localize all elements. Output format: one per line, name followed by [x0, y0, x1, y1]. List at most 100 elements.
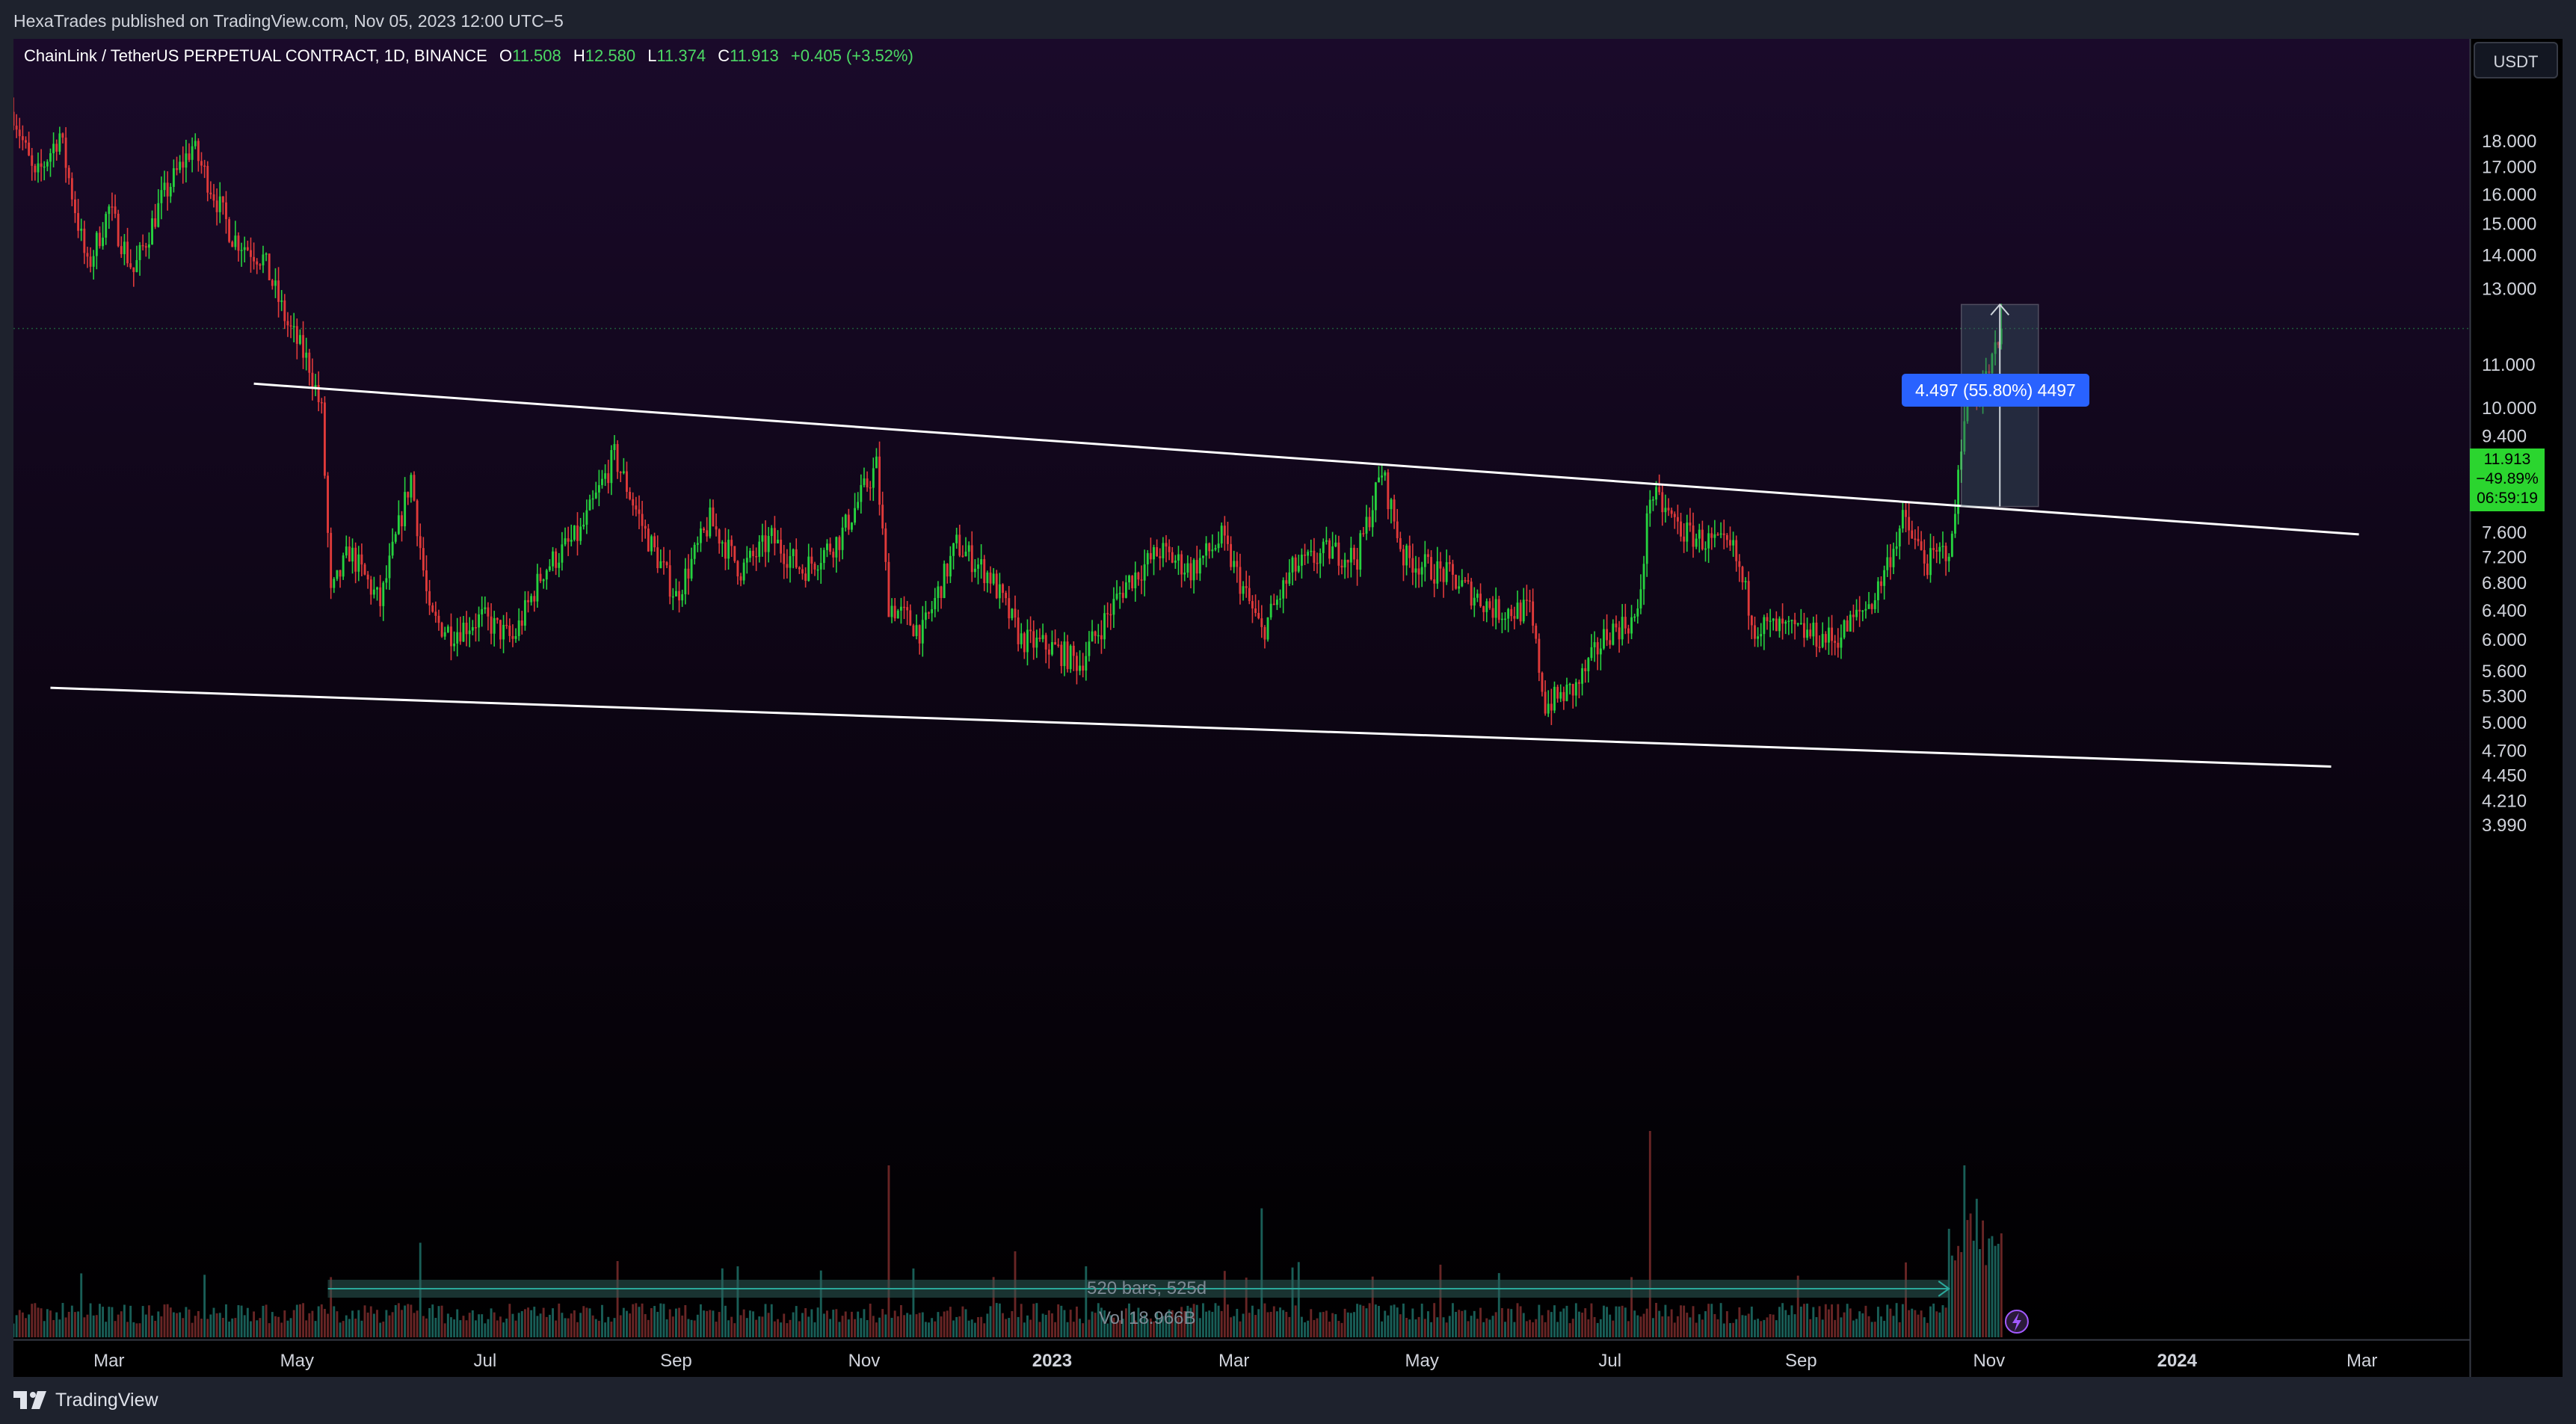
volume-bar [1291, 1267, 1294, 1337]
volume-bar [333, 1306, 336, 1337]
candle [1680, 513, 1682, 542]
volume-bar [1957, 1245, 1960, 1337]
candle [1544, 680, 1547, 716]
candle [1285, 572, 1288, 599]
volume-bar [1584, 1308, 1587, 1337]
volume-bar [961, 1306, 964, 1337]
candle [246, 240, 249, 251]
volume-bar [1713, 1313, 1716, 1337]
volume-bar [268, 1323, 271, 1337]
candle [1642, 555, 1645, 605]
candle-body [302, 335, 305, 358]
volume-bar [1353, 1312, 1355, 1337]
published-text: HexaTrades published on TradingView.com,… [13, 11, 564, 31]
candle [745, 546, 748, 574]
candle-body [333, 579, 336, 588]
candle [1032, 620, 1035, 660]
volume-bar [1168, 1309, 1171, 1337]
volume-bar [1399, 1314, 1402, 1337]
candle [635, 496, 638, 517]
volume-bar [798, 1321, 801, 1337]
candle-body [1405, 545, 1408, 566]
volume-bar [687, 1319, 690, 1337]
candle-body [1146, 552, 1149, 564]
volume-bar [576, 1322, 579, 1337]
candle-body [564, 538, 567, 545]
candle-body [345, 546, 348, 556]
candle-body [1008, 598, 1011, 619]
candle [998, 573, 1001, 609]
volume-bar [243, 1315, 246, 1337]
candle [1165, 534, 1168, 563]
candle-body [1784, 621, 1787, 624]
volume-bar [1704, 1311, 1707, 1337]
volume-bar [1248, 1313, 1251, 1337]
candle-body [1242, 586, 1245, 594]
candle-body [317, 385, 320, 403]
candle-body [77, 213, 80, 231]
candle [336, 570, 339, 582]
candle [752, 544, 754, 566]
tradingview-logo[interactable]: TradingView [13, 1387, 158, 1413]
volume-bar [767, 1313, 770, 1337]
candle [703, 526, 705, 534]
candle [271, 278, 274, 290]
volume-bar [95, 1315, 98, 1337]
candle [983, 555, 986, 591]
volume-bar [292, 1310, 295, 1337]
volume-bar [1938, 1312, 1941, 1337]
volume-bar [111, 1307, 114, 1337]
time-tick-label: Sep [1785, 1351, 1817, 1371]
candle [807, 543, 810, 582]
candle [1017, 609, 1020, 652]
volume-bar [1827, 1309, 1830, 1337]
candle-body [712, 507, 715, 527]
chart-panel[interactable]: 3.990 4.210 4.450 4.700 5.000 5.300 5.600 6.000… [13, 39, 2563, 1377]
volume-bar [594, 1319, 597, 1337]
currency-selector[interactable]: USDT [2474, 42, 2558, 78]
candle [197, 138, 200, 172]
volume-bar [813, 1322, 816, 1337]
candle-body [671, 596, 674, 598]
lightning-icon [2004, 1310, 2029, 1334]
candle [478, 606, 481, 642]
candle [1898, 525, 1901, 560]
price-chart[interactable]: 3.9904.2104.4504.7005.0005.3005.6006.000… [13, 39, 2563, 1377]
candle-body [909, 610, 912, 626]
candle [1349, 536, 1352, 578]
volume-bar [1300, 1316, 1303, 1337]
price-tick-label: 4.450 [2482, 766, 2527, 786]
volume-bar [15, 1315, 18, 1337]
candle-body [1852, 614, 1855, 617]
volume-bar [1134, 1320, 1137, 1337]
candle-body [1529, 600, 1531, 602]
candle [1054, 629, 1057, 645]
candle-body [659, 561, 662, 569]
volume-bar [613, 1318, 616, 1337]
candle-body [847, 514, 850, 530]
volume-bar [1880, 1316, 1882, 1337]
candle-body [1892, 549, 1895, 567]
volume-bar [1661, 1316, 1664, 1337]
volume-bar [992, 1277, 995, 1337]
candle-body [379, 587, 382, 606]
candle [641, 501, 644, 542]
candle [1932, 536, 1935, 559]
candle-body [1941, 546, 1944, 547]
candle-body [872, 468, 875, 488]
candle [268, 253, 271, 281]
volume-bar [92, 1315, 95, 1337]
volume-bar [1050, 1313, 1053, 1337]
time-tick-label: May [280, 1351, 314, 1371]
candle-body [314, 385, 317, 388]
volume-bar [567, 1318, 570, 1337]
candle [835, 536, 838, 573]
candle-body [1824, 634, 1827, 643]
volume-bar [1488, 1319, 1491, 1337]
volume-bar [736, 1266, 739, 1337]
candle-body [1590, 647, 1593, 659]
price-range-label[interactable]: 4.497 (55.80%) 4497 [1902, 374, 2089, 407]
volume-bar [357, 1310, 360, 1337]
candle [699, 521, 702, 552]
volume-bar [989, 1306, 992, 1337]
